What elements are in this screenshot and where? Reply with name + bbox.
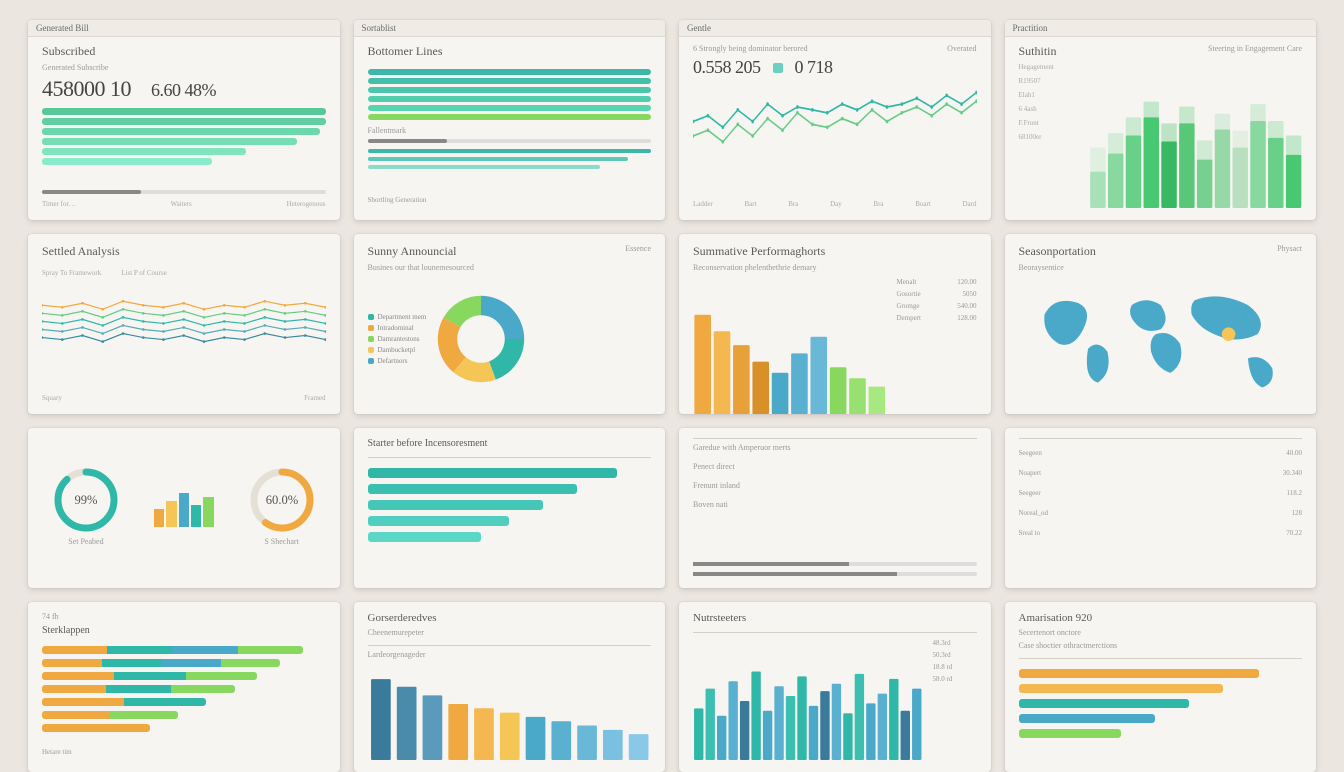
- card-gauges[interactable]: 99% Set Peabed 60.0% S Shechart: [28, 428, 340, 588]
- bar-chart: [1089, 63, 1303, 208]
- card-line-chart[interactable]: Gentle 6 Strongly being dominator berore…: [679, 20, 991, 220]
- card-engagement[interactable]: Practition Suthitin Steering in Engageme…: [1005, 20, 1317, 220]
- card-title: Gorserderedves: [368, 612, 652, 624]
- footer-labels: SquaryFramed: [42, 394, 326, 402]
- side-values: 48.3rd50.3rd18.8 rd58.0 rd: [933, 637, 977, 760]
- data-table: Seegeen40.00Noapert30.340Seegeer118.2Nor…: [1019, 443, 1303, 576]
- hbar-chart: [368, 69, 652, 120]
- card-bottomer-lines[interactable]: Sortablist Bottomer Lines Fallentmark Sh…: [354, 20, 666, 220]
- multi-line-chart: [42, 277, 326, 388]
- card-subtitle: Secertenort onctore: [1019, 628, 1303, 637]
- chart-icon: [773, 63, 783, 73]
- footer: Hetare tim: [42, 748, 326, 756]
- card-subtitle-right: Overated: [947, 44, 976, 53]
- card-title: Bottomer Lines: [368, 44, 652, 59]
- progress-bars: [693, 562, 977, 576]
- footer-labels: Timer for…WaitersHeterogenous: [42, 200, 326, 208]
- hbar-chart: [1019, 669, 1303, 760]
- big-number: 458000 106.60 48%: [42, 76, 326, 102]
- card-nutrsteeters[interactable]: Nutrsteeters 48.3rd50.3rd18.8 rd58.0 rd: [679, 602, 991, 772]
- footer-note: Shortling Generation: [368, 196, 652, 204]
- card-title: Amarisation 920: [1019, 612, 1303, 624]
- line-chart: [693, 78, 977, 194]
- svg-text:60.0%: 60.0%: [265, 493, 298, 507]
- thin-bars: [368, 149, 652, 196]
- card-subtitle: Cheenemurepeter: [368, 628, 652, 637]
- card-title: Sunny Announcial: [368, 244, 457, 259]
- big-left: 0.558 205: [693, 57, 761, 78]
- card-tabs: Spray To FrameworkList P of Course: [42, 269, 326, 277]
- card-list[interactable]: Garedue with Amperuor mertsPenect direct…: [679, 428, 991, 588]
- card-subtitle: Generated Subscribe: [42, 63, 326, 72]
- card-title: Sterklappen: [42, 625, 326, 636]
- row-labels: HegagementR19507Elah16 4ashF.Front68100e…: [1019, 63, 1079, 208]
- card-values[interactable]: Seegeen40.00Noapert30.340Seegeer118.2Nor…: [1005, 428, 1317, 588]
- card-tab: Gentle: [679, 20, 991, 37]
- card-stacked-bars[interactable]: 74 fh Sterklappen Hetare tim: [28, 602, 340, 772]
- card-subtitle-2: Lardeorgenageder: [368, 650, 652, 659]
- donut-chart: [436, 294, 526, 384]
- svg-text:99%: 99%: [74, 493, 98, 507]
- progress-bar: [42, 190, 326, 194]
- card-tab: Generated Bill: [28, 20, 340, 37]
- card-title-right: Steering in Engagement Care: [1208, 44, 1302, 55]
- stacked-hbars: [42, 646, 326, 748]
- footer-labels: LadderBartBraDayBraBoartDard: [693, 200, 977, 208]
- card-subtitle: Busines our that lounemesourced: [368, 263, 652, 272]
- right-label: Essence: [625, 244, 651, 259]
- card-settled-analysis[interactable]: Settled Analysis Spray To FrameworkList …: [28, 234, 340, 414]
- card-title: Settled Analysis: [42, 244, 326, 259]
- card-title: Summative Performaghorts: [693, 244, 977, 259]
- data-table: Menalt120.00Gosortie5050Gromge540.00Demp…: [897, 276, 977, 414]
- big-right: 0 718: [795, 57, 833, 78]
- card-subtitle: Reconservation phelenthethrie demary: [693, 263, 977, 272]
- legend: Department memIntradominalDamrantestonsD…: [368, 313, 427, 365]
- card-donut[interactable]: Sunny Announcial Essence Busines our tha…: [354, 234, 666, 414]
- mini-bars: [154, 487, 214, 527]
- card-amarisation[interactable]: Amarisation 920 Secertenort onctore Case…: [1005, 602, 1317, 772]
- card-tab: Practition: [1005, 20, 1317, 37]
- card-subtitle-2: Case shoctier othractmerctions: [1019, 641, 1303, 650]
- top-label: 74 fh: [42, 612, 326, 621]
- card-title: Nutrsteeters: [693, 612, 977, 624]
- card-subtitle: 6 Strongly being dominator berored: [693, 44, 808, 53]
- card-map[interactable]: Seasonportation Physact Beoraysentice: [1005, 234, 1317, 414]
- card-descending-bars[interactable]: Gorserderedves Cheenemurepeter Lardeorge…: [354, 602, 666, 772]
- bar-chart: [368, 663, 652, 760]
- card-title: Subscribed: [42, 44, 326, 59]
- progress-bar: [368, 139, 652, 143]
- card-subscribed[interactable]: Generated Bill Subscribed Generated Subs…: [28, 20, 340, 220]
- card-subtitle: Beoraysentice: [1019, 263, 1303, 272]
- gauge-2: 60.0%: [247, 465, 317, 535]
- sub-label: Fallentmark: [368, 126, 652, 135]
- card-starter[interactable]: Starter before Incensoresment: [354, 428, 666, 588]
- gauge-1: 99%: [51, 465, 121, 535]
- right-label: Physact: [1277, 244, 1302, 259]
- bar-chart: [693, 637, 923, 760]
- card-title: Starter before Incensoresment: [368, 438, 652, 449]
- card-tab: Sortablist: [354, 20, 666, 37]
- hbar-chart: [42, 108, 326, 184]
- hbar-chart: [368, 468, 652, 576]
- bar-chart: [693, 276, 887, 414]
- card-performance[interactable]: Summative Performaghorts Reconservation …: [679, 234, 991, 414]
- card-title: Suthitin: [1019, 44, 1057, 59]
- card-title: Seasonportation: [1019, 244, 1096, 259]
- world-map: [1019, 276, 1303, 402]
- row-list: Garedue with Amperuor mertsPenect direct…: [693, 443, 977, 556]
